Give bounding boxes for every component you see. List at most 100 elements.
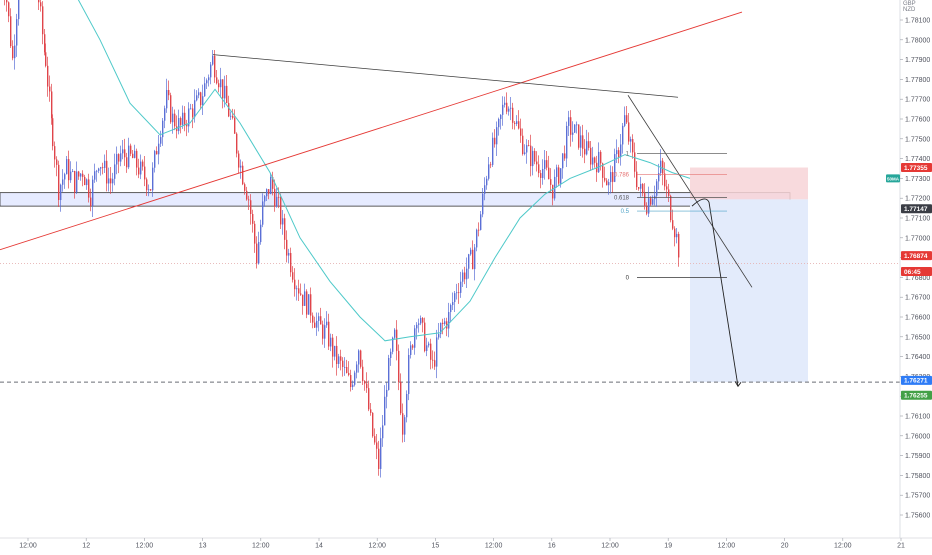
projection-arrow[interactable] [691, 198, 739, 387]
candle-body [90, 197, 92, 206]
time-axis[interactable]: 12:00 12 12:00 13 12:00 14 12:00 15 12:00 16 12:00… [0, 537, 932, 550]
candle-body [214, 55, 216, 78]
candle-body [236, 133, 238, 154]
candle-body [584, 148, 586, 155]
candle-body [458, 292, 460, 294]
candle-body [472, 249, 474, 270]
candle-body [162, 120, 164, 138]
candle-body [390, 351, 392, 358]
candle-body [428, 343, 430, 346]
candle-body [542, 169, 544, 178]
candle-body [522, 135, 524, 154]
candle-body [616, 150, 618, 155]
trendline-dark-1[interactable] [212, 54, 679, 98]
candle-body [670, 195, 672, 221]
candle-body [52, 118, 54, 147]
candle-body [198, 92, 200, 96]
candle-body [346, 366, 348, 373]
candle-body [342, 360, 344, 368]
price-tag [901, 204, 932, 214]
candle-body [524, 152, 526, 154]
trendline-red-0[interactable] [0, 11, 743, 251]
candle-body [160, 137, 162, 144]
candle-body [604, 177, 606, 181]
candle-body [410, 345, 412, 355]
candle-body [598, 151, 600, 173]
candle-body [242, 165, 244, 185]
candle-body [348, 372, 350, 376]
candle-body [382, 425, 384, 439]
candle-body [74, 171, 76, 193]
price-tag-label: 1.76874 [904, 253, 928, 260]
candle-body [462, 272, 464, 282]
price-tags-layer: 1.77355 1.77147 1.76874 06:45 1.76271 1.76255… [886, 163, 932, 400]
price-tick-label: 1.77100 [905, 216, 930, 223]
time-tick-label: 12:00 [136, 543, 154, 550]
price-tag [901, 390, 932, 400]
target-zone[interactable] [690, 199, 808, 383]
candle-body [278, 196, 280, 198]
candle-body [630, 139, 632, 142]
candle-body [676, 233, 678, 238]
candle-body [158, 143, 160, 155]
price-tick-label: 1.75600 [905, 513, 930, 520]
candle-body [234, 117, 236, 134]
candle-body [246, 190, 248, 200]
candle-body [258, 242, 260, 264]
candle-body [44, 34, 46, 53]
candle-body [578, 124, 580, 148]
candle-body [49, 86, 51, 92]
candle-body [374, 436, 376, 443]
candle-body [92, 179, 94, 206]
trendline-dark-2[interactable] [627, 95, 753, 288]
candle-body [372, 412, 374, 437]
candle-body [6, 0, 8, 3]
candle-body [108, 178, 110, 184]
candle-body [274, 188, 276, 207]
candle-body [658, 172, 660, 182]
candle-body [404, 417, 406, 435]
candle-body [112, 178, 114, 184]
candle-body [80, 173, 82, 177]
candle-body [54, 146, 56, 160]
candle-body [8, 2, 10, 17]
candle-body [646, 206, 648, 214]
support-resistance[interactable] [0, 192, 791, 207]
candle-body [270, 177, 272, 194]
candle-body [364, 381, 366, 384]
candle-body [254, 223, 256, 244]
time-tick-label: 16 [548, 543, 556, 550]
candle-body [606, 180, 608, 186]
time-axis-bg [0, 538, 900, 550]
candle-body [648, 198, 650, 214]
candle-body [138, 167, 140, 175]
price-tick-label: 1.76000 [905, 433, 930, 440]
price-tick-label: 1.77700 [905, 97, 930, 104]
candle-body [392, 337, 394, 352]
candle-body [516, 121, 518, 124]
time-tick-label: 13 [199, 543, 207, 550]
candle-body [564, 153, 566, 159]
candle-body [408, 354, 410, 395]
candle-body [510, 107, 512, 109]
fibonacci-layer[interactable]: 1 0.786 0.618 0.5 0 [614, 152, 727, 282]
candle-body [60, 184, 62, 201]
candle-body [400, 382, 402, 414]
candle-body [620, 144, 622, 158]
sell-entry-zone[interactable] [690, 167, 808, 200]
price-tag [901, 163, 932, 173]
candle-body [474, 247, 476, 270]
candle-body [496, 127, 498, 145]
candle-body [386, 389, 388, 397]
symbol-label: GBP NZD [903, 1, 916, 13]
candle-body [174, 113, 176, 127]
candle-body [486, 178, 488, 186]
candle-body [572, 132, 574, 135]
candle-body [12, 46, 14, 59]
candle-body [76, 171, 78, 193]
candle-body [78, 171, 80, 177]
candle-body [602, 163, 604, 178]
drawings-layer[interactable] [0, 11, 753, 388]
